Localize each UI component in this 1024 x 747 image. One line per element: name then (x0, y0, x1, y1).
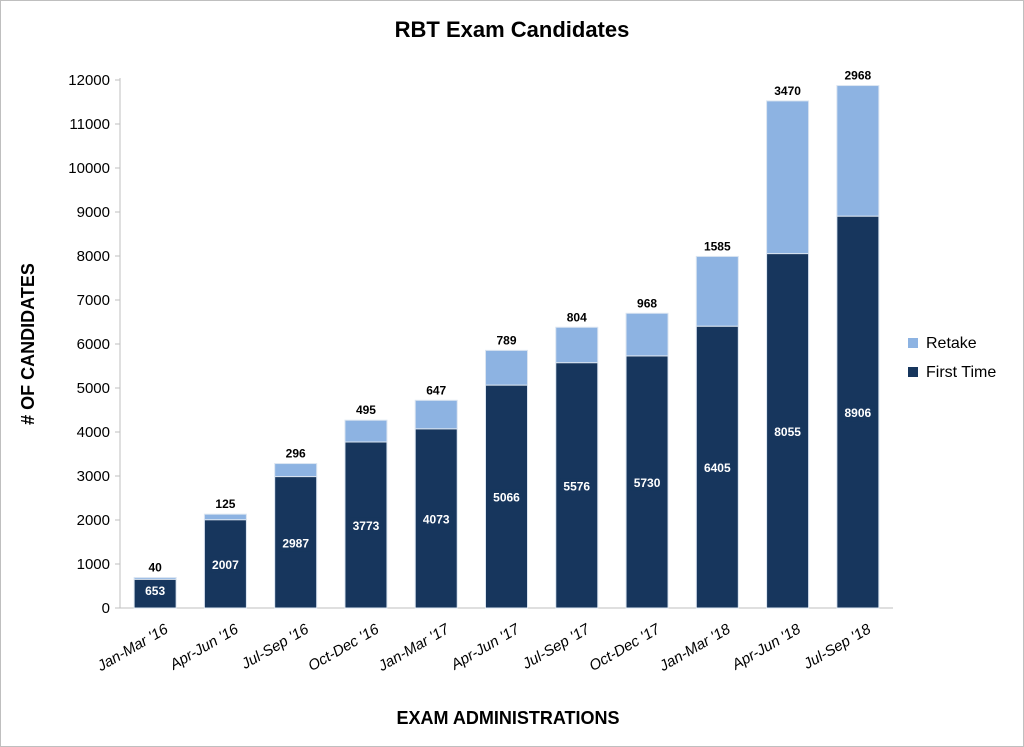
first-time-label-bg (630, 474, 664, 491)
x-tick-label: Jan-Mar '16 (94, 620, 172, 675)
first-time-value-label: 2987 (282, 536, 309, 550)
y-axis-title: # OF CANDIDATES (18, 263, 38, 425)
data-labels: 653 40 2007 125 2987 296 3773 495 4073 647 5066 789… (142, 69, 875, 599)
retake-value-label: 3470 (774, 84, 801, 98)
first-time-value-label: 5730 (634, 476, 661, 490)
bar-retake (203, 513, 247, 521)
bar-retake (766, 100, 810, 255)
x-tick-label: Jan-Mar '17 (375, 620, 453, 675)
first-time-value-label: 653 (145, 584, 165, 598)
bar-retake (695, 255, 739, 327)
y-tick-label: 10000 (68, 160, 110, 177)
y-tick-label: 5000 (77, 380, 110, 397)
y-tick-label: 2000 (77, 512, 110, 529)
y-tick-label: 12000 (68, 72, 110, 89)
retake-value-label: 40 (148, 561, 162, 575)
bar-retake (414, 399, 458, 430)
retake-value-label: 2968 (845, 69, 872, 83)
y-tick-label: 4000 (77, 424, 110, 441)
y-tick-label: 3000 (77, 468, 110, 485)
bar-retake (555, 326, 599, 364)
x-tick-label: Apr-Jun '18 (728, 620, 804, 674)
first-time-label-bg (771, 423, 804, 440)
first-time-label-bg (142, 583, 168, 599)
retake-value-label: 789 (496, 333, 516, 347)
x-tick-label: Jul-Sep '18 (800, 620, 875, 673)
first-time-value-label: 6405 (704, 461, 731, 475)
y-tick-label: 9000 (77, 204, 110, 221)
bar-retake (836, 85, 880, 217)
first-time-value-label: 3773 (353, 519, 380, 533)
first-time-value-label: 4073 (423, 512, 450, 526)
y-tick-label: 7000 (77, 292, 110, 309)
first-time-label-bg (560, 478, 594, 495)
legend-label: Retake (926, 335, 977, 352)
first-time-label-bg (841, 405, 875, 422)
x-tick-label: Apr-Jun '16 (166, 620, 242, 674)
legend: Retake First Time (908, 335, 996, 381)
first-time-label-bg (700, 460, 734, 477)
first-time-value-label: 8055 (774, 425, 801, 439)
y-tick-label: 8000 (77, 248, 110, 265)
bar-retake (274, 463, 318, 478)
x-axis-title: EXAM ADMINISTRATIONS (397, 708, 620, 728)
first-time-value-label: 8906 (845, 406, 872, 420)
first-time-value-label: 5576 (563, 479, 590, 493)
x-tick-label: Apr-Jun '17 (447, 620, 523, 674)
first-time-label-bg (490, 489, 523, 506)
bar-retake (625, 312, 669, 357)
y-tick-label: 0 (102, 600, 110, 617)
chart-title: RBT Exam Candidates (395, 17, 630, 42)
bar-retake (485, 349, 528, 386)
y-tick-label: 1000 (77, 556, 110, 573)
retake-value-label: 296 (286, 447, 306, 461)
x-tick-label: Oct-Dec '16 (305, 620, 382, 674)
first-time-value-label: 2007 (212, 558, 239, 572)
x-tick-label: Oct-Dec '17 (586, 620, 663, 674)
retake-value-label: 647 (426, 383, 446, 397)
first-time-value-label: 5066 (493, 491, 520, 505)
retake-value-label: 968 (637, 296, 657, 310)
x-tick-label: Jul-Sep '17 (519, 620, 594, 673)
x-tick-label: Jul-Sep '16 (238, 620, 313, 673)
y-tick-label: 11000 (69, 116, 110, 133)
y-tick-label: 6000 (77, 336, 110, 353)
first-time-label-bg (349, 517, 383, 534)
retake-value-label: 1585 (704, 239, 731, 253)
legend-swatch (908, 338, 918, 348)
legend-swatch (908, 367, 918, 377)
first-time-label-bg (419, 511, 453, 528)
first-time-label-bg (209, 556, 242, 573)
retake-value-label: 804 (567, 310, 587, 324)
first-time-label-bg (279, 535, 313, 552)
bar-retake (344, 419, 388, 443)
legend-label: First Time (926, 364, 996, 381)
x-tick-label: Jan-Mar '18 (656, 620, 734, 675)
retake-value-label: 125 (215, 497, 235, 511)
bar-retake (133, 577, 177, 580)
retake-value-label: 495 (356, 403, 376, 417)
